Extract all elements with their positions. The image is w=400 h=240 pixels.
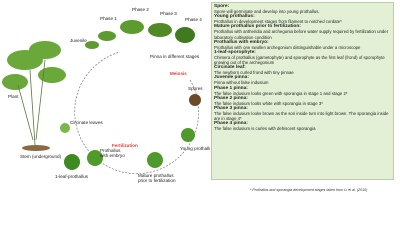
diagram-label: Phase 4 [185,17,202,22]
footnote: * Prothallus and sporangia development s… [250,188,368,192]
diagram-label: 1-leaf-prothallus [55,174,89,179]
pinnae [85,20,195,49]
one-leaf-prothallus [64,154,80,170]
item-text: Prothallus in development stages from fi… [214,19,342,25]
diagram-label: Mature prothallus [138,173,174,178]
item-term: Circinate leaf: [214,65,246,71]
legend-panel: Spore: Spore will germinate and develop i… [211,2,394,180]
item-term: Young prothallus: [214,14,255,20]
item-term: Prothallus with embryo: [214,39,269,45]
diagram-label: Phase 3 [160,11,177,16]
diagram-label: prior to fertilization [138,178,176,183]
item-term: 1-leaf-sporophyte: [214,49,256,55]
item-text: Spore will germinate and develop into yo… [214,9,320,15]
item-text: The newborn curled frond with tiny pinna… [214,70,294,76]
item-text: The false indusium is curles with dehisc… [214,126,316,132]
figure: Phase 1 Phase 2 Phase 3 Phase 4 Juvenile Pinn… [2,2,394,192]
circinate-leaf [60,123,70,133]
diagram-label: Young prothallus [180,146,210,151]
diagram-label: Phase 2 [132,7,149,12]
diagram-label: Meiosis [170,71,187,76]
diagram-label: Stem (underground) [20,154,62,159]
diagram-label: Pinna in different stages [150,54,200,59]
item-text: Prothallus with antheridia and archegoni… [214,29,389,40]
plant [2,41,66,151]
diagram-label: Fertilization [112,143,138,148]
item-term: Mature prothallus prior to fertilization… [214,24,301,30]
cycle-arrow [74,51,200,175]
item-text: Chimera of prothallus (gametophyte) and … [214,54,385,66]
diagram-label: with embryo [100,153,125,158]
diagram-label: Phase 1 [100,16,117,21]
diagram-label: Prothallus [100,148,121,153]
item-text: The false indusium looks green with spor… [214,90,348,96]
item-text: Pinna without false indusium [214,80,269,86]
item-term: Phase 2 pinna: [214,95,248,101]
spores [189,94,201,106]
life-cycle: Phase 1 Phase 2 Phase 3 Phase 4 Juvenile Pinn… [2,7,210,183]
item-text: The false indusium looks brown as the so… [214,110,389,122]
diagram-label: Juvenile [70,38,87,43]
diagram-label: Plant [8,94,19,99]
diagram-label: Spores [188,86,203,91]
young-prothallus [181,128,195,142]
diagram-label: Circinate leaves [70,120,103,125]
item-text: The false indusium looks white with spor… [214,100,323,106]
item-term: Phase 1 pinna: [214,85,248,91]
item-term: Phase 4 pinna: [214,121,248,127]
mature-prothallus [147,152,163,168]
item-term: Spore: [214,4,230,9]
item-text: Prothallus with one swollen archegonium … [214,44,361,50]
prothallus-embryo [87,150,103,166]
item-term: Juvenile pinna: [214,75,249,81]
item-term: Phase 3 pinna: [214,105,248,111]
